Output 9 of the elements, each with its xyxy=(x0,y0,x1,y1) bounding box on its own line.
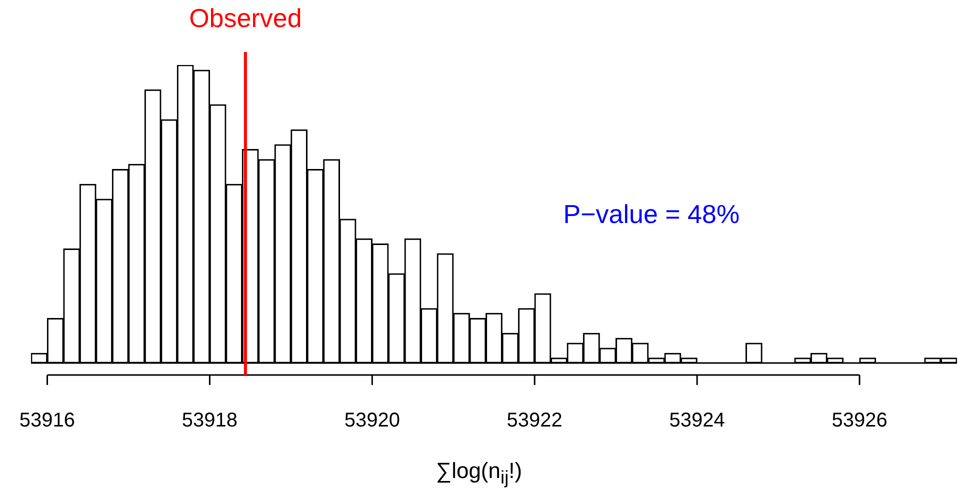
annotation: P−value = 48% xyxy=(563,199,740,230)
x-axis-title: ∑log(n$_{ij}$!) xyxy=(434,458,524,488)
ref-line-label: Observed xyxy=(189,3,302,34)
x-tick-label: 53920 xyxy=(344,410,400,432)
x-tick-label: 53916 xyxy=(19,410,76,432)
x-tick-label: 53918 xyxy=(182,410,238,432)
x-tick-label: 53924 xyxy=(669,410,725,432)
x-tick-label: 53922 xyxy=(506,410,562,432)
x-tick-label: 53926 xyxy=(832,410,888,432)
